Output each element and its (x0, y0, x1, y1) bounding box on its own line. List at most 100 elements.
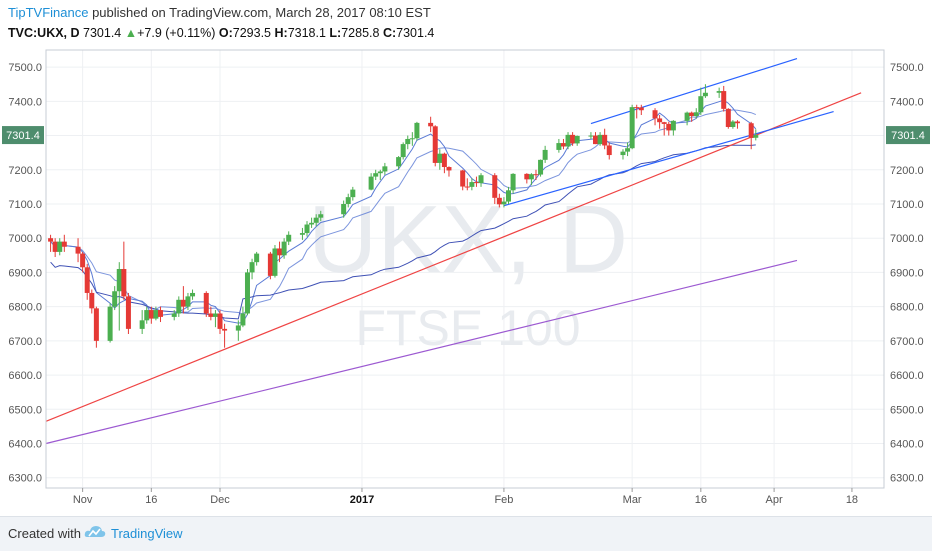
candle-body (588, 135, 594, 137)
candle-body (748, 123, 754, 138)
candle-body (144, 310, 150, 321)
x-tick-label: Feb (494, 494, 513, 506)
candle-body (84, 267, 90, 293)
y-tick-label-left: 7500.0 (8, 62, 42, 74)
candle-body (281, 241, 287, 256)
candle-body (698, 96, 704, 113)
candle-body (112, 291, 118, 307)
y-tick-label-left: 6800.0 (8, 302, 42, 314)
candle-body (61, 241, 67, 247)
candle-body (657, 118, 663, 123)
axes: 7500.07500.07400.07400.07300.07300.07200… (2, 49, 930, 506)
candle-body (753, 135, 759, 138)
candle-body (625, 148, 631, 152)
candle-body (52, 241, 58, 252)
y-tick-label-right: 6400.0 (890, 439, 924, 451)
x-tick-label: Nov (73, 494, 93, 506)
candle-body (244, 272, 250, 314)
candle-body (267, 253, 273, 276)
candle-body (716, 91, 722, 93)
y-tick-label-right: 7000.0 (890, 233, 924, 245)
candle-body (629, 107, 635, 149)
candle-body (277, 248, 283, 256)
candle-body (570, 134, 576, 144)
y-tick-label-left: 7400.0 (8, 96, 42, 108)
candle-body (341, 203, 347, 215)
watermark-name: FTSE 100 (355, 300, 580, 356)
candle-body (661, 122, 667, 124)
candle-body (460, 170, 466, 187)
candle-body (565, 134, 571, 147)
candle-body (190, 292, 196, 297)
x-tick-label: Mar (623, 494, 642, 506)
last-price-label-left: 7301.4 (6, 130, 40, 142)
candle-body (254, 253, 260, 263)
up-arrow-icon: ▲ (124, 26, 138, 40)
ma-mid-line (50, 109, 756, 315)
x-tick-label: 16 (145, 494, 157, 506)
candle-body (634, 107, 640, 109)
candle-body (309, 222, 315, 225)
low-label: L: (329, 26, 342, 40)
y-tick-label-left: 6600.0 (8, 370, 42, 382)
candle-body (473, 182, 479, 184)
candle-body (373, 173, 379, 177)
candle-body (538, 159, 544, 175)
candle-body (638, 107, 644, 111)
candle-body (409, 138, 415, 140)
tradingview-cloud-icon (84, 526, 106, 537)
y-tick-label-left: 7200.0 (8, 165, 42, 177)
last-price-tag-left (2, 126, 44, 145)
candle-body (492, 175, 498, 198)
candle-body (528, 174, 534, 180)
candle-body (496, 197, 502, 205)
created-with-text: Created with (8, 526, 81, 541)
candle-body (593, 135, 599, 145)
candle-body (171, 313, 177, 317)
y-tick-label-right: 6800.0 (890, 302, 924, 314)
high-label: H: (274, 26, 288, 40)
y-tick-label-right: 6900.0 (890, 267, 924, 279)
candle-body (533, 174, 539, 176)
candle-body (107, 306, 113, 341)
channel-upper-line (590, 57, 798, 125)
candle-body (556, 143, 562, 150)
x-tick-label: 2017 (350, 494, 374, 506)
x-tick-label: Dec (210, 494, 230, 506)
high-value: 7318.1 (287, 26, 326, 40)
candle-body (299, 233, 305, 235)
candle-body (157, 310, 163, 317)
candle-body (670, 120, 676, 131)
candle-body (414, 122, 420, 139)
candle-body (89, 292, 95, 309)
candle-body (272, 248, 278, 276)
symbol-name: TVC:UKX, D (8, 26, 80, 40)
candle-body (405, 138, 411, 145)
publish-header: TipTVFinance published on TradingView.co… (8, 5, 431, 20)
y-tick-label-left: 6500.0 (8, 404, 42, 416)
y-tick-label-right: 6700.0 (890, 336, 924, 348)
candle-body (684, 112, 690, 121)
candle-body (602, 134, 608, 146)
candle-body (542, 149, 548, 160)
candlestick-chart[interactable]: UKX, D FTSE 100 7500.0 7500.0 7400.0 7400.0… (0, 0, 932, 516)
candle-body (464, 186, 470, 188)
candle-body (345, 197, 351, 204)
candle-body (350, 189, 356, 198)
footer-bar: Created with TradingView (0, 516, 932, 551)
candle-body (93, 308, 99, 341)
x-tick-label: 18 (846, 494, 858, 506)
candle-body (428, 122, 434, 127)
plot-frame (45, 49, 885, 489)
candle-body (304, 224, 310, 234)
publisher-link[interactable]: TipTVFinance (8, 5, 89, 20)
candle-body (176, 299, 182, 314)
y-tick-label-left: 6400.0 (8, 439, 42, 451)
y-tick-label-right: 7500.0 (890, 62, 924, 74)
candle-body (249, 262, 255, 273)
candle-body (286, 234, 292, 242)
candle-body (506, 190, 512, 202)
candle-body (441, 153, 447, 168)
candle-body (116, 269, 122, 292)
tradingview-link[interactable]: TradingView (111, 526, 183, 541)
